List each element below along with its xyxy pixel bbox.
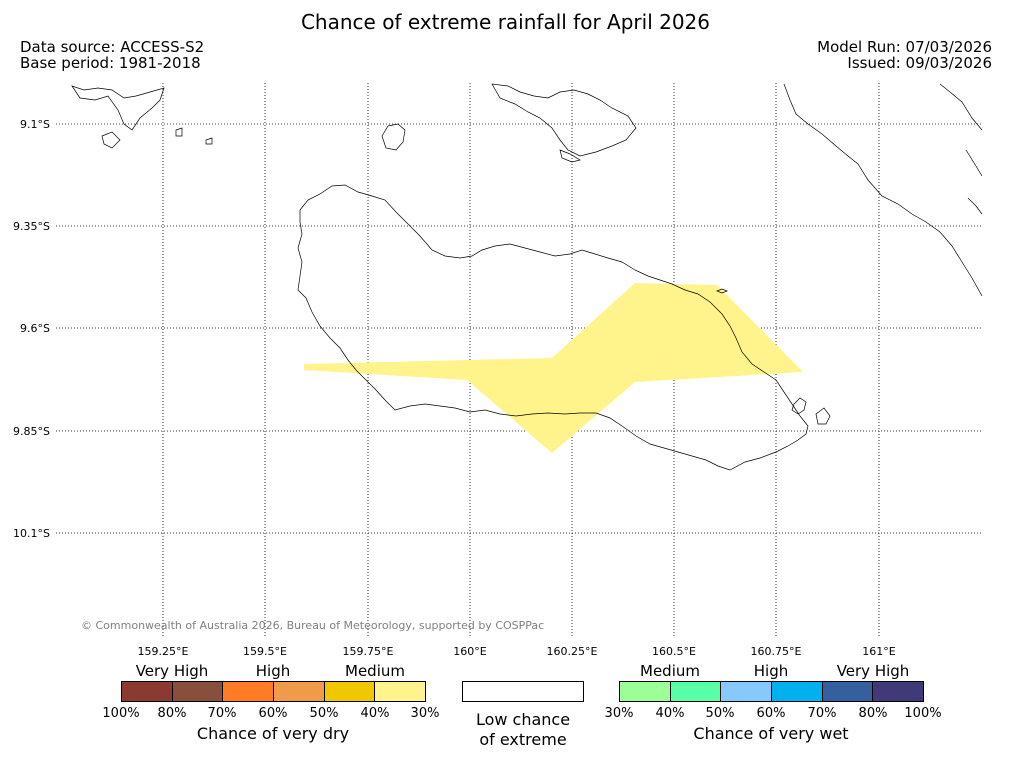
model-run: Model Run: 07/03/2026 <box>817 38 992 56</box>
lon-label: 160.75°E <box>750 645 802 658</box>
wet-category-medium: Medium <box>640 662 700 680</box>
medium-dry-overlay <box>304 283 803 453</box>
dry-category-high: High <box>255 662 291 680</box>
low-chance-line1: Low chance <box>475 710 571 729</box>
malaita-coast-east <box>939 83 983 215</box>
russell-islet-coast <box>175 127 183 137</box>
low-chance-swatch <box>462 681 584 702</box>
dry-swatch <box>324 682 376 701</box>
copyright-notice: © Commonwealth of Australia 2026, Bureau… <box>81 619 545 632</box>
russell-islet-coast <box>205 137 213 145</box>
run-info: Model Run: 07/03/2026 Issued: 09/03/2026 <box>817 39 992 71</box>
dry-swatch <box>223 682 275 701</box>
dry-tick: 60% <box>258 706 288 721</box>
base-period: Base period: 1981-2018 <box>20 54 201 72</box>
dry-swatch <box>274 682 325 701</box>
lat-label: 9.85°S <box>13 425 50 438</box>
lat-label: 10.1°S <box>13 527 50 540</box>
russell-islands-coast <box>71 85 165 131</box>
dry-swatch <box>375 682 426 701</box>
guadalcanal-coast <box>297 184 809 471</box>
dry-tick: 40% <box>360 706 390 721</box>
lon-label: 160.25°E <box>546 645 598 658</box>
wet-tick: 70% <box>807 706 837 721</box>
lat-label: 9.1°S <box>20 118 50 131</box>
wet-tick: 60% <box>756 706 786 721</box>
dry-tick: 70% <box>207 706 237 721</box>
lat-label: 9.35°S <box>13 220 50 233</box>
islet-coast <box>716 288 728 294</box>
wet-tick: 40% <box>655 706 685 721</box>
dry-swatch <box>122 682 173 701</box>
wet-category-high: High <box>753 662 789 680</box>
wet-tick: 80% <box>858 706 888 721</box>
lon-label: 159.25°E <box>137 645 189 658</box>
wet-swatch <box>772 682 823 701</box>
wet-swatch <box>822 682 874 701</box>
nggela-islet-coast <box>559 149 581 163</box>
savo-coast <box>381 123 406 151</box>
islet-coast <box>791 397 807 415</box>
lon-label: 159.5°E <box>243 645 287 658</box>
issued-date: Issued: 09/03/2026 <box>847 54 992 72</box>
florida-islands-coast <box>491 83 637 157</box>
wet-tick: 30% <box>604 706 634 721</box>
wet-swatch <box>620 682 671 701</box>
wet-swatch <box>873 682 924 701</box>
data-source: Data source: ACCESS-S2 <box>20 38 205 56</box>
dry-swatch <box>172 682 224 701</box>
islet-coast <box>815 407 831 425</box>
lon-label: 161°E <box>862 645 896 658</box>
wet-tick: 100% <box>904 706 942 721</box>
low-chance-label: Low chance of extreme <box>443 710 603 750</box>
data-info: Data source: ACCESS-S2 Base period: 1981… <box>20 39 204 71</box>
dry-tick: 100% <box>102 706 140 721</box>
map-title: Chance of extreme rainfall for April 202… <box>300 10 711 34</box>
wet-swatch <box>721 682 773 701</box>
dry-colorbar <box>121 681 426 702</box>
lon-label: 159.75°E <box>342 645 394 658</box>
lon-label: 160°E <box>453 645 487 658</box>
dry-tick: 80% <box>157 706 187 721</box>
dry-category-medium: Medium <box>345 662 405 680</box>
low-chance-line2: of extreme <box>479 730 567 749</box>
coastlines <box>71 83 983 471</box>
wet-legend-title: Chance of very wet <box>693 724 849 743</box>
dry-category-very-high: Very High <box>135 662 209 680</box>
wet-category-very-high: Very High <box>836 662 910 680</box>
dry-tick: 30% <box>410 706 440 721</box>
dry-tick: 50% <box>309 706 339 721</box>
wet-colorbar <box>619 681 924 702</box>
wet-tick: 50% <box>705 706 735 721</box>
lon-label: 160.5°E <box>652 645 696 658</box>
wet-swatch <box>670 682 722 701</box>
russell-islet-coast <box>101 131 121 149</box>
malaita-coast <box>783 83 983 297</box>
lat-label: 9.6°S <box>20 322 50 335</box>
dry-legend-title: Chance of very dry <box>196 724 350 743</box>
